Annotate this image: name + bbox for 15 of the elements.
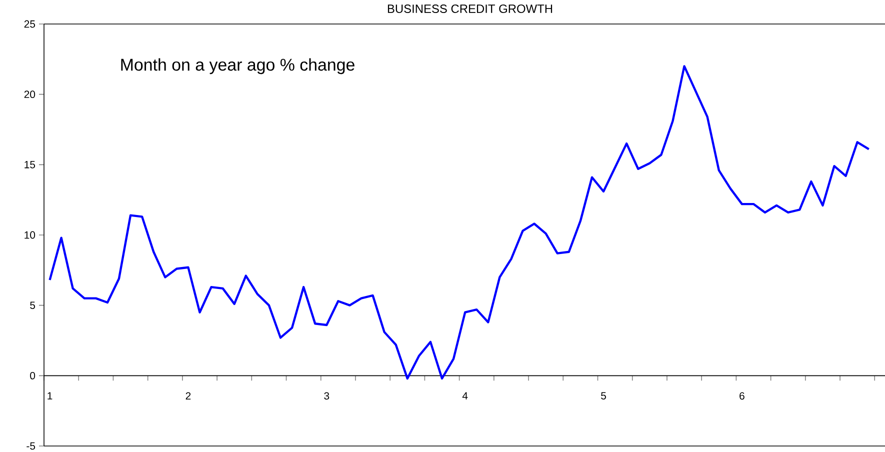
x-tick-label: 6 [740, 392, 744, 400]
y-tick-label: 5 [30, 302, 36, 309]
x-tick-label: 3 [324, 392, 330, 400]
y-tick-label: 20 [24, 90, 36, 98]
y-tick-label: 0 [30, 372, 36, 380]
x-tick-label: 1 [48, 392, 52, 400]
x-tick-label: 2 [186, 392, 191, 400]
y-tick-label: 10 [24, 231, 36, 239]
y-tick-label: 25 [24, 20, 36, 28]
x-tick-label: 5 [601, 392, 606, 400]
x-tick-label: 4 [462, 392, 468, 400]
y-tick-label: 15 [24, 161, 36, 168]
y-tick-label: -5 [26, 442, 36, 450]
chart-title: BUSINESS CREDIT GROWTH [388, 4, 552, 13]
annotation: Month on a year ago % change [121, 58, 354, 74]
